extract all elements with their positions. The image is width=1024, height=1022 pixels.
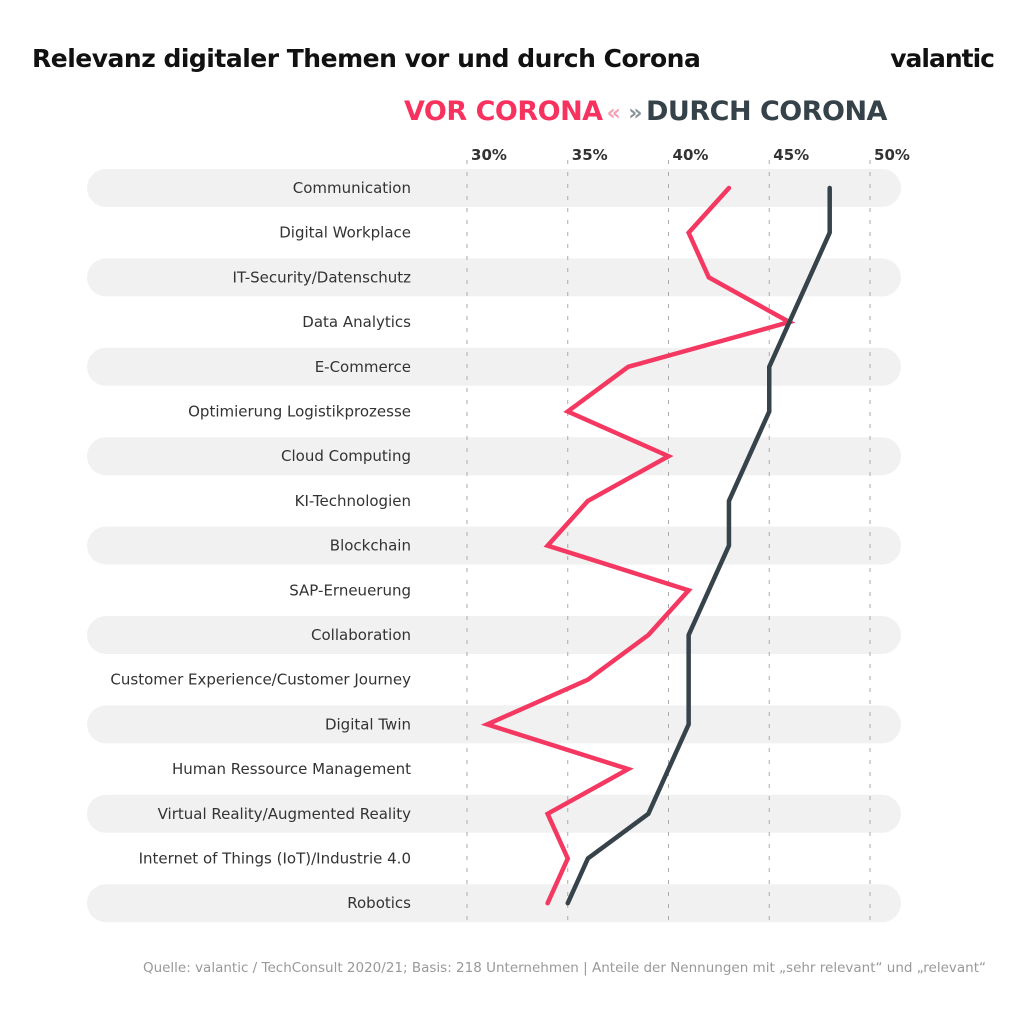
legend-during: DURCH CORONA: [646, 96, 887, 127]
row-band: [87, 884, 901, 923]
category-label: Robotics: [347, 894, 411, 912]
category-label: Communication: [293, 179, 411, 197]
category-label: Customer Experience/Customer Journey: [110, 671, 411, 689]
category-label: Internet of Things (IoT)/Industrie 4.0: [139, 850, 411, 868]
x-tick-label: 50%: [874, 146, 910, 164]
legend: VOR CORONA « » DURCH CORONA: [404, 96, 887, 127]
category-label: Virtual Reality/Augmented Reality: [158, 805, 412, 823]
x-tick-label: 40%: [673, 146, 709, 164]
row-band: [87, 347, 901, 386]
chart-title: Relevanz digitaler Themen vor und durch …: [32, 44, 701, 73]
row-band: [87, 169, 901, 207]
row-band: [87, 437, 901, 476]
chevron-left-icon: «: [606, 101, 621, 126]
chevron-right-icon: »: [628, 101, 643, 126]
category-label: Human Ressource Management: [172, 760, 411, 778]
row-band: [87, 616, 901, 654]
source-note: Quelle: valantic / TechConsult 2020/21; …: [142, 960, 986, 976]
category-label: SAP-Erneuerung: [289, 581, 411, 599]
row-band: [87, 258, 901, 297]
category-label: Digital Twin: [325, 715, 411, 733]
valantic-logo: valantic: [890, 44, 995, 73]
category-label: Digital Workplace: [279, 224, 411, 242]
row-band: [87, 526, 901, 565]
category-label: KI-Technologien: [295, 492, 411, 510]
category-label: IT-Security/Datenschutz: [233, 268, 412, 286]
category-label: E-Commerce: [315, 358, 411, 376]
category-label: Data Analytics: [302, 313, 411, 331]
category-label: Optimierung Logistikprozesse: [188, 403, 411, 421]
row-band: [87, 794, 901, 833]
x-tick-label: 30%: [471, 146, 507, 164]
category-label: Collaboration: [311, 626, 411, 644]
category-label: Cloud Computing: [281, 447, 411, 465]
x-tick-label: 45%: [773, 146, 809, 164]
legend-before: VOR CORONA: [404, 96, 603, 127]
category-label: Blockchain: [330, 537, 411, 555]
x-tick-label: 35%: [572, 146, 608, 164]
